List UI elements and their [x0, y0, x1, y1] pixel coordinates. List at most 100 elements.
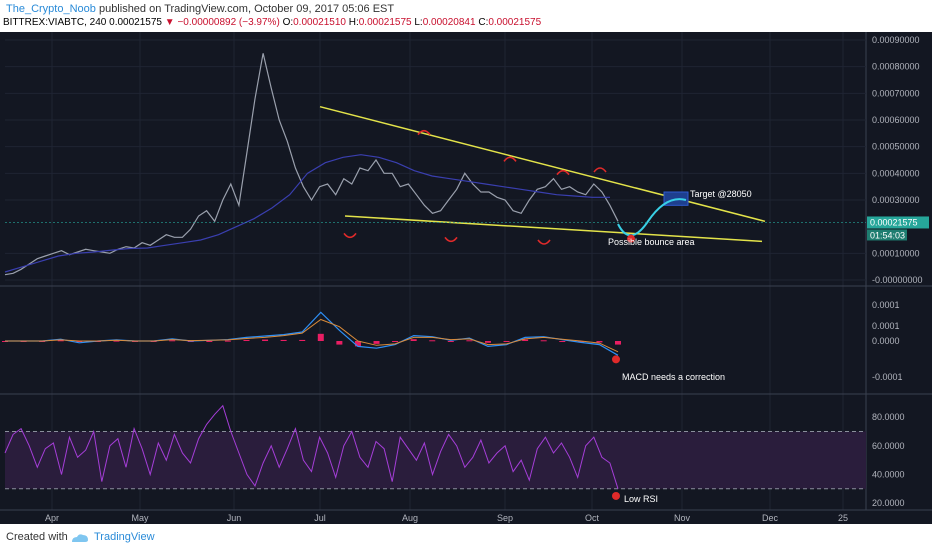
macd-histogram-bar: [354, 341, 361, 347]
chart-header: The_Crypto_Noob published on TradingView…: [0, 0, 932, 32]
price-tick-label: 0.00050000: [872, 142, 920, 152]
chart-svg[interactable]: 0.00090000 0.00080000 0.00070000 0.00060000…: [0, 32, 932, 524]
top-marker: [417, 129, 431, 136]
open-label: O:: [282, 17, 294, 28]
close-value: 0.00021575: [488, 17, 542, 28]
macd-histogram-bar: [596, 341, 603, 343]
macd-tick-label: -0.0001: [872, 372, 903, 382]
tradingview-link[interactable]: TradingView: [94, 531, 155, 543]
time-tick-label: Jul: [314, 513, 326, 523]
price-tick-label: 0.00030000: [872, 195, 920, 205]
signal-line: [5, 318, 619, 353]
bounce-marker: [627, 234, 635, 243]
rsi-annotation: Low RSI: [624, 494, 658, 504]
ohlc-line: BITTREX:VIABTC, 240 0.00021575 ▼ −0.0000…: [3, 17, 541, 28]
macd-histogram-bar: [540, 340, 547, 342]
macd-histogram-bar: [224, 340, 231, 342]
close-label: C:: [478, 17, 489, 28]
macd-histogram-bar: [503, 341, 510, 342]
high-value: 0.00021575: [358, 17, 412, 28]
macd-histogram-bar: [466, 340, 473, 342]
bottom-marker: [537, 239, 551, 245]
published-text: published on TradingView.com, October 09…: [98, 3, 395, 15]
macd-histogram-bar: [429, 340, 436, 342]
macd-histogram-bar: [280, 339, 287, 341]
bounce-annotation: Possible bounce area: [608, 237, 695, 247]
rsi-tick-label: 80.0000: [872, 412, 905, 422]
down-triangle-icon: ▼: [164, 17, 175, 28]
grid: [0, 32, 932, 511]
macd-histogram-bar: [447, 341, 454, 342]
author-link[interactable]: The_Crypto_Noob: [6, 3, 96, 15]
bottom-marker: [444, 236, 458, 243]
rsi-band: [5, 431, 866, 489]
top-marker: [593, 167, 607, 173]
price-change: −0.00000892 (−3.97%): [177, 17, 280, 28]
macd-line: [5, 311, 619, 356]
moving-average-line: [4, 154, 610, 273]
axes: 0.00090000 0.00080000 0.00070000 0.00060000…: [45, 35, 929, 523]
upper-trendline: [319, 105, 766, 223]
macd-histogram-bar: [484, 341, 491, 343]
rsi-tick-label: 40.0000: [872, 469, 905, 479]
annotations: Target @28050 Possible bounce area MACD …: [608, 189, 752, 504]
macd-marker: [612, 355, 620, 364]
macd-histogram-bar: [113, 340, 120, 342]
bottom-marker: [343, 232, 357, 239]
macd-histogram-bar: [522, 339, 529, 341]
price-tick-label: 0.00090000: [872, 35, 920, 45]
price-tick-label: 0.00080000: [872, 62, 920, 72]
price-pane[interactable]: [4, 53, 866, 276]
open-value: 0.00021510: [293, 17, 346, 28]
tradingview-cloud-icon[interactable]: [70, 533, 90, 543]
rsi-tick-label: 60.0000: [872, 441, 905, 451]
low-label: L:: [414, 17, 423, 28]
macd-histogram-bar: [410, 339, 417, 341]
target-annotation: Target @28050: [690, 189, 752, 199]
rsi-pane[interactable]: [4, 404, 866, 500]
countdown-tag: [867, 229, 907, 241]
symbol-label[interactable]: BITTREX:VIABTC, 240: [3, 17, 107, 28]
rsi-tick-label: 20.0000: [872, 498, 905, 508]
macd-tick-label: 0.0001: [872, 300, 900, 310]
macd-histogram-bar: [243, 339, 250, 341]
countdown-label: 01:54:03: [870, 230, 905, 240]
time-tick-label: Sep: [497, 513, 513, 523]
high-label: H:: [348, 17, 359, 28]
price-tick-label: -0.00000000: [872, 275, 923, 285]
time-tick-label: Oct: [585, 513, 600, 523]
price-tick-label: 0.00010000: [872, 248, 920, 258]
last-price: 0.00021575: [109, 17, 162, 28]
chart-area[interactable]: 0.00090000 0.00080000 0.00070000 0.00060000…: [0, 32, 932, 524]
macd-pane[interactable]: [2, 311, 621, 364]
price-tick-label: 0.00070000: [872, 88, 920, 98]
top-marker: [503, 156, 517, 162]
macd-histogram-bar: [577, 341, 584, 343]
publish-line: The_Crypto_Noob published on TradingView…: [6, 3, 394, 15]
top-marker: [556, 169, 570, 176]
time-tick-label: Nov: [674, 513, 691, 523]
low-value: 0.00020841: [422, 17, 476, 28]
macd-tick-label: 0.0001: [872, 321, 900, 331]
macd-histogram-bar: [615, 341, 621, 345]
rsi-line: [4, 404, 619, 489]
price-series-line: [4, 53, 619, 276]
macd-histogram-bar: [317, 333, 324, 341]
time-tick-label: Aug: [402, 513, 418, 523]
macd-histogram-bar: [336, 341, 343, 345]
macd-histogram-bar: [206, 341, 213, 342]
macd-histogram-bar: [169, 340, 176, 342]
macd-histogram-bar: [299, 339, 306, 341]
time-tick-label: Dec: [762, 513, 779, 523]
time-tick-label: May: [131, 513, 149, 523]
time-tick-label: Apr: [45, 513, 59, 523]
macd-histogram-bar: [373, 341, 380, 344]
macd-histogram-bar: [262, 339, 269, 341]
macd-histogram-bar: [559, 341, 566, 342]
footer: Created with TradingView: [0, 524, 932, 550]
macd-annotation: MACD needs a correction: [622, 372, 725, 382]
last-price-tag: [867, 216, 929, 229]
time-tick-label: Jun: [227, 513, 242, 523]
lower-trendline: [344, 215, 763, 243]
price-tick-label: 0.00060000: [872, 115, 920, 125]
